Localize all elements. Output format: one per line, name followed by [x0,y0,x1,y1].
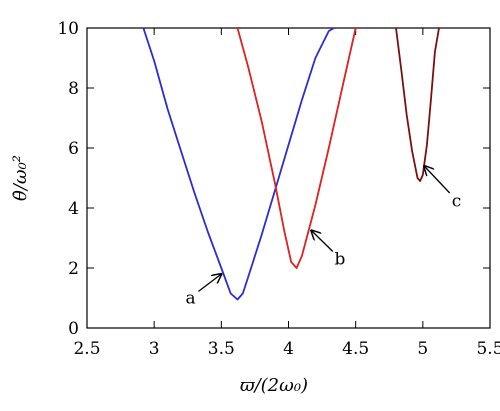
annotation-arrow-b [311,231,334,252]
x-tick-label: 5 [417,339,428,359]
annotation-arrow-a [198,274,221,292]
y-tick-label: 4 [68,199,79,219]
y-axis-label: θ̇/ω₀² [10,155,31,201]
annotation-label-c: c [452,191,462,211]
annotation-label-b: b [335,249,346,269]
series-line-3 [395,27,440,182]
y-tick-label: 0 [68,319,79,339]
x-tick-label: 2.5 [73,339,100,359]
x-tick-label: 4.5 [342,339,369,359]
x-tick-label: 5.5 [476,339,500,359]
plot-frame [86,27,491,329]
y-tick-label: 6 [68,139,79,159]
series-line-2 [236,27,357,269]
annotation-arrow-c [424,166,451,194]
y-tick-label: 2 [68,259,79,279]
annotations: a b c [185,166,461,308]
series-line-1 [142,27,335,301]
y-tick-label: 10 [57,19,79,39]
x-axis-label: ϖ/(2ω₀) [240,375,308,396]
annotation-label-a: a [185,288,195,308]
y-tick-label: 8 [68,79,79,99]
x-tick-label: 3.5 [208,339,235,359]
ticks: 2.5 3 3.5 4 4.5 5 5.5 0 2 4 6 8 10 [57,19,500,359]
x-tick-label: 3 [149,339,160,359]
x-tick-label: 4 [283,339,294,359]
series-group [142,27,440,301]
